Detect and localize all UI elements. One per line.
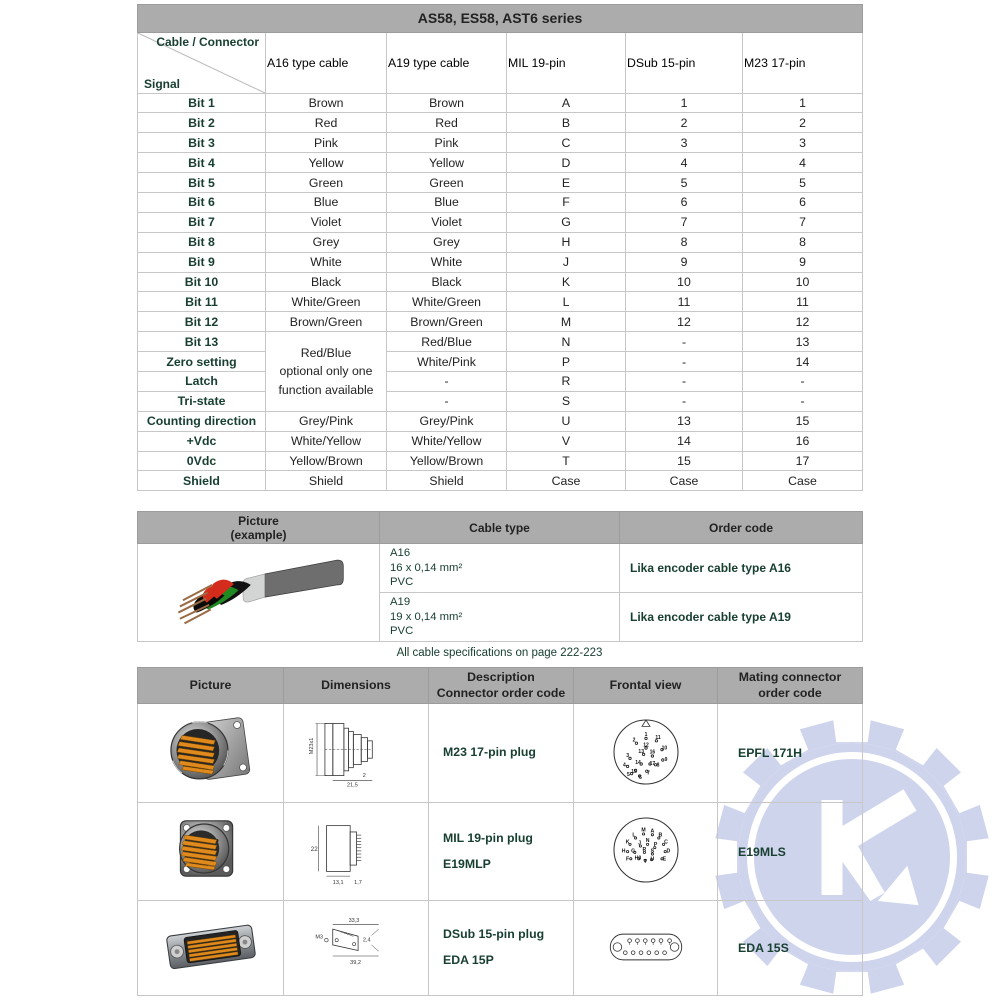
svg-text:5: 5: [626, 772, 629, 778]
svg-text:2: 2: [362, 773, 365, 779]
svg-text:B: B: [658, 832, 662, 838]
svg-text:13: 13: [638, 748, 644, 754]
svg-text:D: D: [666, 848, 670, 854]
svg-text:9: 9: [664, 756, 667, 762]
svg-text:H: H: [621, 848, 625, 854]
svg-text:12: 12: [643, 742, 649, 748]
svg-text:M3: M3: [315, 935, 323, 941]
svg-text:21,5: 21,5: [347, 783, 358, 789]
svg-text:39,2: 39,2: [350, 960, 361, 966]
svg-text:7: 7: [646, 770, 649, 776]
svg-text:13,1: 13,1: [332, 880, 343, 886]
svg-text:2,4: 2,4: [362, 938, 370, 944]
svg-text:11: 11: [655, 735, 661, 741]
svg-text:33,3: 33,3: [348, 918, 359, 924]
svg-text:F: F: [626, 856, 629, 862]
svg-text:1,7: 1,7: [354, 880, 362, 886]
svg-text:M23x1: M23x1: [309, 738, 315, 755]
svg-text:22: 22: [310, 845, 318, 852]
svg-text:4: 4: [622, 762, 625, 768]
